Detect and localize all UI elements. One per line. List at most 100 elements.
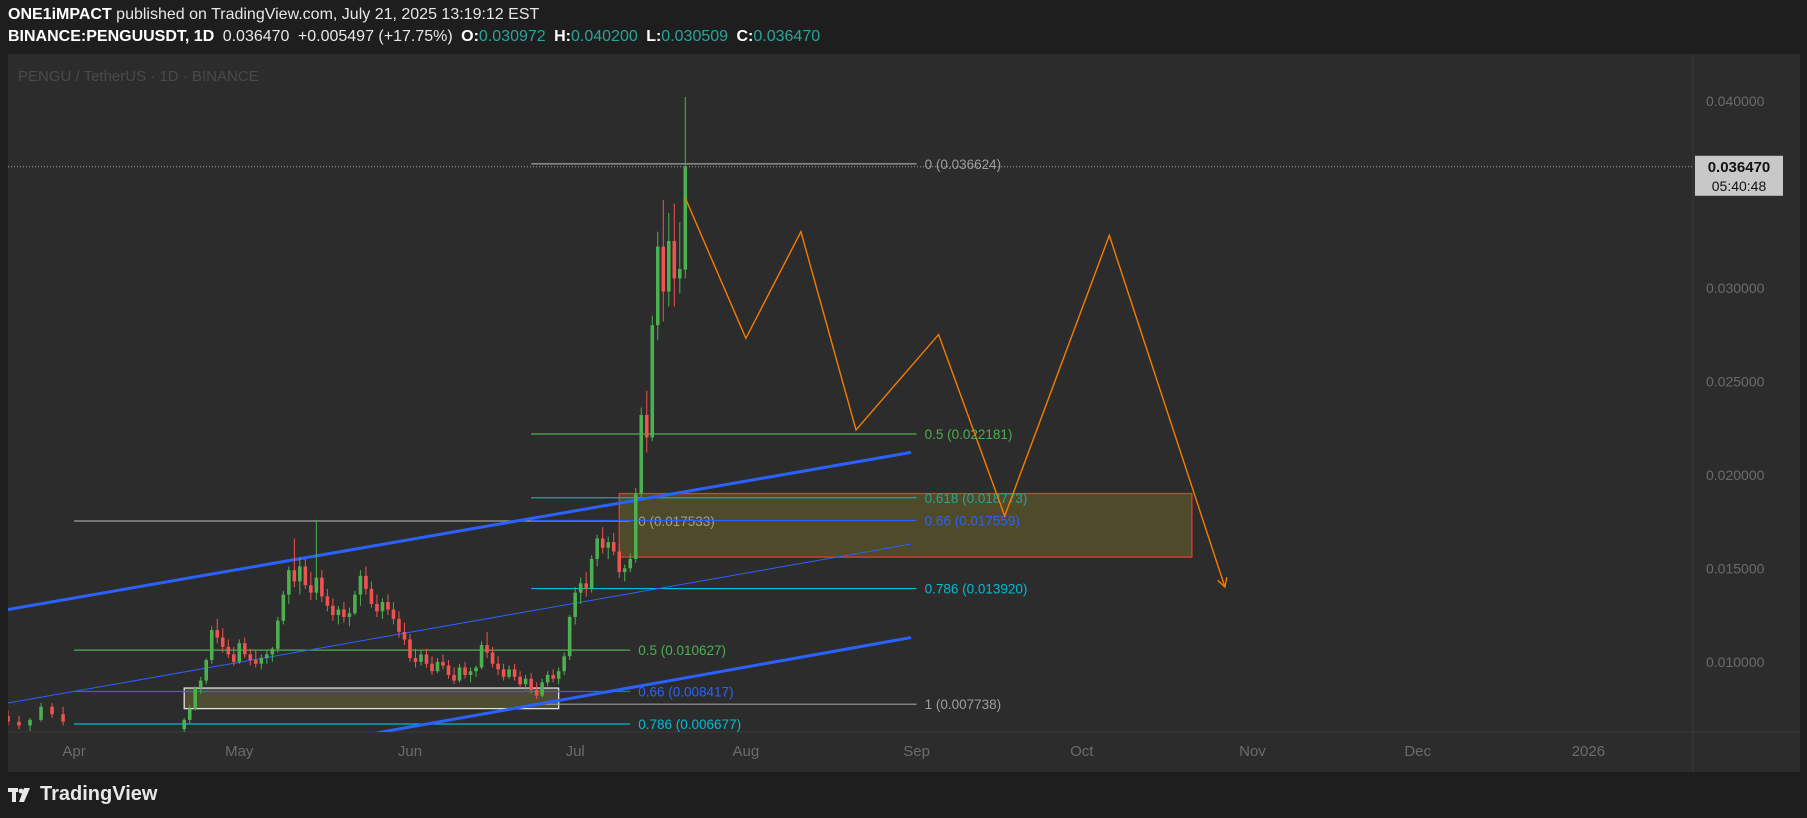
candle-body xyxy=(485,645,489,653)
y-tick-label: 0.040000 xyxy=(1706,93,1765,109)
candle-body xyxy=(507,669,511,677)
candle-body xyxy=(380,602,385,612)
fib-upper-level-label: 0.66 (0.017559) xyxy=(925,513,1020,528)
candle-body xyxy=(402,631,407,640)
candle-body xyxy=(198,680,203,689)
trend-channel-line xyxy=(8,543,912,704)
publish-date: published on TradingView.com, July 21, 2… xyxy=(116,6,540,23)
candle-body xyxy=(452,674,456,681)
candle-body xyxy=(237,643,242,662)
fib-upper-level-label: 0 (0.036624) xyxy=(925,157,1002,172)
candle-body xyxy=(342,609,346,617)
candle-body xyxy=(182,719,186,730)
tradingview-logo[interactable]: TradingView xyxy=(8,783,157,806)
candle-body xyxy=(314,577,319,593)
symbol-name[interactable]: BINANCE:PENGUUSDT, 1D xyxy=(8,28,215,45)
projection-path xyxy=(684,197,1226,588)
candle-body xyxy=(589,558,594,589)
candle-body xyxy=(424,654,429,664)
candle-body xyxy=(661,246,666,292)
candle-body xyxy=(209,630,214,660)
candle-body xyxy=(50,706,54,715)
candle-body xyxy=(584,583,588,589)
y-tick-label: 0.025000 xyxy=(1706,373,1765,389)
candle-body xyxy=(468,671,473,675)
candle-body xyxy=(655,246,660,326)
candle-body xyxy=(600,538,605,548)
fib-lower-level-label: 0.786 (0.006677) xyxy=(638,717,741,732)
candle-body xyxy=(187,708,192,720)
candle-body xyxy=(369,588,374,604)
chart-pane[interactable] xyxy=(8,54,1800,772)
candle-body xyxy=(606,542,611,548)
price-badge-bg xyxy=(1695,155,1783,196)
candle-body xyxy=(242,643,247,655)
candle-body xyxy=(303,566,308,586)
candle-body xyxy=(650,325,655,438)
x-tick-label: Nov xyxy=(1239,743,1266,760)
candle-body xyxy=(320,577,324,597)
candle-body xyxy=(474,667,478,672)
y-tick-label: 0.020000 xyxy=(1706,467,1765,483)
trend-channel-line xyxy=(376,636,912,732)
candle-body xyxy=(540,682,544,696)
candle-body xyxy=(8,716,10,722)
fib-lower-level-label: 0.66 (0.008417) xyxy=(638,684,733,699)
x-tick-label: May xyxy=(225,743,254,760)
candle-body xyxy=(298,566,302,582)
fib-upper-level-label: 1 (0.007738) xyxy=(925,697,1002,712)
low-value: 0.030509 xyxy=(661,28,729,45)
candle-body xyxy=(287,570,291,595)
candle-body xyxy=(512,669,517,677)
x-tick-label: Apr xyxy=(62,743,85,760)
plot-layer: 0 (0.017533) 0.5 (0.010627) 0.66 (0.008417… xyxy=(8,97,1693,732)
candle-body xyxy=(567,616,572,657)
candle-body xyxy=(622,568,627,573)
candle-body xyxy=(17,721,21,726)
candle-body xyxy=(358,575,363,595)
publish-info: ONE1iMPACT published on TradingView.com,… xyxy=(8,6,539,24)
accumulation-zone xyxy=(183,687,560,710)
candle-body xyxy=(265,654,269,659)
candle-body xyxy=(231,654,236,662)
candle-body xyxy=(435,661,440,672)
brand-name: TradingView xyxy=(40,783,158,805)
candle-body xyxy=(666,241,671,292)
candle-body xyxy=(441,661,445,666)
price-badge-countdown: 05:40:48 xyxy=(1712,178,1767,194)
candle-body xyxy=(331,605,335,616)
candle-body xyxy=(490,652,495,664)
candle-body xyxy=(633,493,638,559)
candle-body xyxy=(28,719,32,726)
candle-body xyxy=(215,630,220,638)
candle-body xyxy=(551,674,555,679)
candle-body xyxy=(457,667,462,681)
candle-body xyxy=(628,558,633,569)
candle-body xyxy=(496,663,500,670)
x-tick-label: Jun xyxy=(398,743,422,760)
candle-body xyxy=(413,658,418,662)
x-tick-label: 2026 xyxy=(1572,743,1605,760)
candle-body xyxy=(292,570,297,582)
candle-body xyxy=(644,414,649,438)
candle-body xyxy=(523,678,528,685)
candle-body xyxy=(309,585,313,593)
symbol-ohlc-line: BINANCE:PENGUUSDT, 1D 0.036470 +0.005497… xyxy=(8,28,820,46)
candle-body xyxy=(419,654,423,662)
candle-body xyxy=(276,620,280,649)
candle-body xyxy=(446,665,451,675)
trend-channel-line xyxy=(8,450,912,611)
publisher-name[interactable]: ONE1iMPACT xyxy=(8,6,112,23)
candle-body xyxy=(556,671,561,679)
x-tick-label: Jul xyxy=(566,743,585,760)
candle-body xyxy=(259,658,264,664)
fib-lower-level-label: 0 (0.017533) xyxy=(638,514,715,529)
candle-body xyxy=(61,714,65,722)
y-tick-label: 0.010000 xyxy=(1706,654,1765,670)
candle-body xyxy=(529,678,533,690)
candle-body xyxy=(573,592,577,617)
candle-body xyxy=(683,166,688,270)
open-label: O: xyxy=(461,28,479,45)
candle-body xyxy=(193,688,198,709)
